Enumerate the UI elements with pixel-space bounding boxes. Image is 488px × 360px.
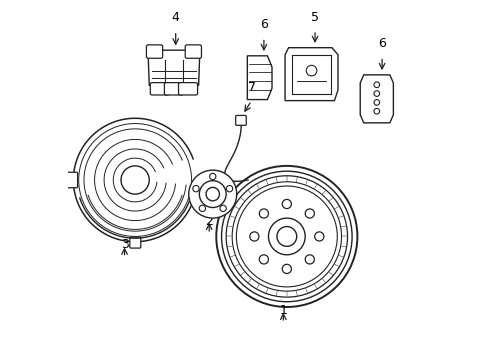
Circle shape	[305, 209, 314, 218]
Polygon shape	[285, 48, 337, 100]
FancyBboxPatch shape	[235, 116, 246, 125]
Polygon shape	[148, 50, 199, 85]
Circle shape	[276, 226, 296, 246]
Text: 5: 5	[310, 11, 318, 24]
Circle shape	[373, 108, 379, 114]
Circle shape	[373, 91, 379, 96]
FancyBboxPatch shape	[185, 45, 201, 58]
Polygon shape	[247, 56, 271, 100]
Polygon shape	[360, 75, 392, 123]
Circle shape	[188, 170, 236, 218]
Circle shape	[199, 205, 205, 212]
Circle shape	[192, 185, 199, 192]
Text: 4: 4	[171, 12, 179, 24]
Text: 6: 6	[377, 37, 385, 50]
Circle shape	[282, 199, 291, 208]
Circle shape	[259, 209, 268, 218]
Circle shape	[373, 82, 379, 87]
Text: 2: 2	[205, 215, 213, 228]
FancyBboxPatch shape	[178, 83, 197, 95]
Text: 6: 6	[260, 18, 267, 31]
Text: 3: 3	[121, 238, 128, 251]
Circle shape	[259, 255, 268, 264]
Circle shape	[220, 205, 226, 212]
FancyBboxPatch shape	[65, 172, 78, 188]
Circle shape	[205, 188, 219, 201]
FancyBboxPatch shape	[164, 83, 183, 95]
Circle shape	[209, 173, 216, 180]
Circle shape	[314, 232, 323, 241]
FancyBboxPatch shape	[130, 237, 141, 248]
Circle shape	[373, 100, 379, 105]
Circle shape	[249, 232, 259, 241]
Circle shape	[282, 264, 291, 274]
FancyBboxPatch shape	[150, 83, 169, 95]
Circle shape	[305, 255, 314, 264]
FancyBboxPatch shape	[146, 45, 163, 58]
Circle shape	[226, 185, 232, 192]
Text: 7: 7	[247, 81, 255, 94]
Text: 1: 1	[279, 303, 286, 316]
